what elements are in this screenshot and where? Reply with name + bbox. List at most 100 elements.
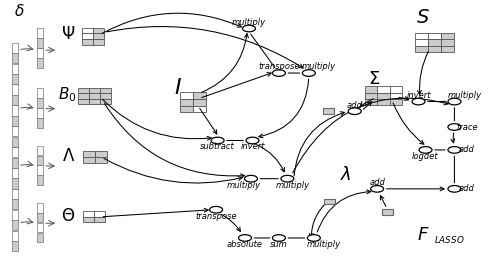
Bar bbox=[428, 39, 441, 46]
Bar bbox=[82, 33, 93, 39]
Bar bbox=[441, 33, 454, 39]
FancyArrowPatch shape bbox=[399, 97, 408, 100]
Text: absolute: absolute bbox=[227, 240, 263, 249]
Bar bbox=[78, 93, 89, 99]
Bar bbox=[82, 39, 93, 44]
FancyArrowPatch shape bbox=[104, 158, 242, 183]
Bar bbox=[89, 99, 100, 104]
Bar bbox=[180, 92, 192, 99]
Bar bbox=[192, 92, 205, 99]
Text: transpose: transpose bbox=[196, 212, 237, 221]
Bar bbox=[12, 241, 18, 251]
Bar bbox=[78, 99, 89, 104]
Text: $\Theta$: $\Theta$ bbox=[62, 207, 76, 225]
Bar bbox=[36, 203, 43, 213]
FancyArrowPatch shape bbox=[386, 187, 444, 191]
Text: multiply: multiply bbox=[232, 18, 266, 27]
Bar bbox=[36, 29, 43, 38]
FancyArrowPatch shape bbox=[107, 26, 303, 68]
Bar bbox=[12, 220, 18, 230]
FancyArrowPatch shape bbox=[393, 103, 424, 144]
Bar bbox=[94, 211, 106, 217]
Text: add: add bbox=[459, 145, 475, 154]
Bar bbox=[36, 175, 43, 185]
Text: $B_0$: $B_0$ bbox=[58, 85, 76, 104]
Bar bbox=[12, 137, 18, 147]
Bar bbox=[84, 157, 96, 163]
Bar bbox=[12, 189, 18, 199]
Bar bbox=[12, 116, 18, 126]
Bar bbox=[378, 99, 390, 105]
Bar bbox=[390, 93, 402, 99]
Bar bbox=[12, 95, 18, 105]
Bar bbox=[12, 168, 18, 178]
Bar bbox=[94, 217, 106, 223]
Bar bbox=[428, 46, 441, 52]
FancyArrowPatch shape bbox=[258, 145, 284, 172]
Bar bbox=[378, 86, 390, 93]
Bar bbox=[36, 145, 43, 155]
Bar bbox=[378, 93, 390, 99]
Circle shape bbox=[348, 108, 361, 115]
Bar bbox=[12, 199, 18, 209]
Bar bbox=[96, 151, 108, 157]
Bar bbox=[382, 209, 392, 215]
Text: invert: invert bbox=[240, 142, 264, 151]
FancyArrowPatch shape bbox=[317, 190, 370, 232]
Bar bbox=[12, 53, 18, 63]
Bar bbox=[390, 99, 402, 105]
Bar bbox=[36, 39, 43, 48]
Bar bbox=[84, 211, 94, 217]
Bar bbox=[441, 46, 454, 52]
Text: $_{LASSO}$: $_{LASSO}$ bbox=[434, 233, 465, 246]
Circle shape bbox=[244, 175, 258, 182]
FancyArrowPatch shape bbox=[202, 34, 248, 92]
Circle shape bbox=[448, 146, 461, 153]
FancyArrowPatch shape bbox=[104, 103, 244, 178]
FancyArrowPatch shape bbox=[221, 214, 240, 231]
Text: transpose: transpose bbox=[258, 62, 300, 71]
Bar bbox=[84, 151, 96, 157]
Bar bbox=[100, 99, 111, 104]
Text: add: add bbox=[369, 178, 385, 187]
Text: $S$: $S$ bbox=[416, 7, 430, 26]
Bar bbox=[78, 88, 89, 93]
Circle shape bbox=[370, 186, 384, 192]
Circle shape bbox=[281, 175, 294, 182]
Text: multiply: multiply bbox=[306, 240, 341, 249]
Circle shape bbox=[238, 235, 252, 241]
Bar bbox=[12, 210, 18, 220]
Bar bbox=[12, 147, 18, 157]
Text: $F$: $F$ bbox=[417, 226, 430, 244]
Circle shape bbox=[412, 98, 425, 105]
Text: sum: sum bbox=[270, 240, 288, 249]
Bar bbox=[12, 64, 18, 74]
Text: add: add bbox=[459, 184, 475, 193]
Text: multiply: multiply bbox=[276, 180, 310, 189]
Circle shape bbox=[246, 137, 259, 144]
Text: add: add bbox=[347, 100, 362, 109]
Bar bbox=[365, 99, 378, 105]
Bar bbox=[180, 106, 192, 112]
Bar bbox=[415, 33, 428, 39]
Text: $\Sigma$: $\Sigma$ bbox=[368, 70, 380, 88]
FancyArrowPatch shape bbox=[292, 98, 448, 173]
Bar bbox=[415, 39, 428, 46]
Text: $\delta$: $\delta$ bbox=[14, 3, 25, 19]
Bar bbox=[84, 217, 94, 223]
Text: $\lambda$: $\lambda$ bbox=[340, 166, 352, 184]
Bar bbox=[36, 233, 43, 242]
FancyArrowPatch shape bbox=[380, 196, 386, 206]
Bar bbox=[12, 126, 18, 136]
Bar bbox=[365, 93, 378, 99]
Bar bbox=[12, 231, 18, 241]
Bar bbox=[12, 74, 18, 84]
Bar bbox=[12, 158, 18, 168]
Bar bbox=[36, 166, 43, 175]
Text: multiply: multiply bbox=[448, 91, 482, 100]
FancyArrowPatch shape bbox=[360, 99, 374, 107]
Circle shape bbox=[242, 25, 256, 32]
Bar bbox=[192, 99, 205, 106]
Bar bbox=[82, 28, 93, 33]
FancyArrowPatch shape bbox=[259, 79, 308, 138]
